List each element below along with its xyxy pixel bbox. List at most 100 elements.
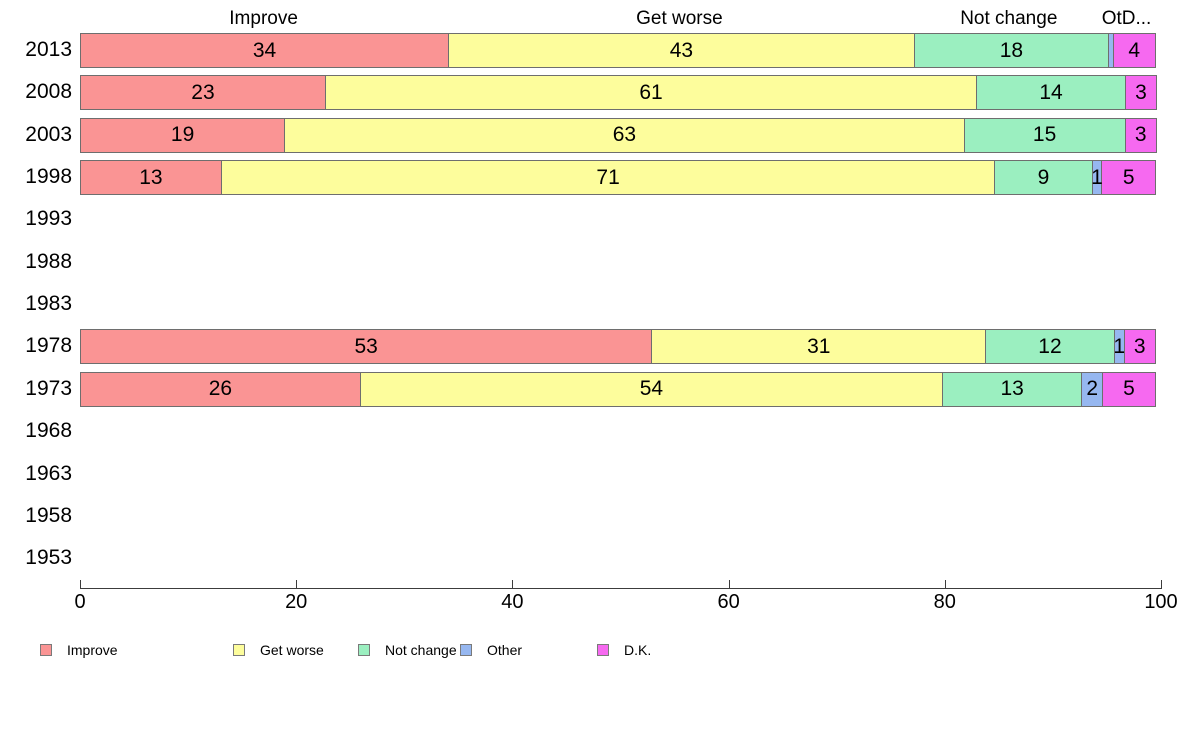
column-header-0: Improve xyxy=(229,8,298,29)
bar-value-label: 4 xyxy=(1128,38,1141,62)
legend-item-not-change: Not change xyxy=(358,641,457,659)
bar-segment-get-worse: 43 xyxy=(448,33,915,68)
bar-value-label: 12 xyxy=(1038,334,1062,358)
legend-label: Get worse xyxy=(260,642,324,658)
column-header-3: OtD... xyxy=(1101,8,1152,29)
legend-item-improve: Improve xyxy=(40,641,118,659)
legend-item-other: Other xyxy=(460,641,522,659)
bar-value-label: 53 xyxy=(354,334,378,358)
x-tick xyxy=(80,580,81,589)
bar-segment-improve: 53 xyxy=(80,329,653,365)
bar-segment-improve: 26 xyxy=(80,371,361,407)
legend-item-get-worse: Get worse xyxy=(233,641,324,659)
x-tick-label: 80 xyxy=(933,591,956,613)
bar-segment-improve: 19 xyxy=(80,117,286,153)
bar-segment-not-change: 14 xyxy=(976,75,1126,111)
bar-value-label: 1 xyxy=(1091,165,1103,189)
bar-value-label: 2 xyxy=(1086,377,1099,401)
chart-row-1988: 1988 xyxy=(0,245,1188,287)
x-tick-label: 100 xyxy=(1144,591,1178,613)
bar-value-label: 23 xyxy=(191,80,215,104)
x-tick-label: 40 xyxy=(501,591,524,613)
plot-area: 2013 34 43 18 4 2008 23 61 14 3 2003 19 63 15 3 1998 13 7… xyxy=(0,33,1188,583)
legend-swatch xyxy=(358,644,370,656)
bar-segment-get-worse: 61 xyxy=(324,75,978,111)
bar-value-label: 18 xyxy=(999,38,1024,62)
bar-segment-improve: 34 xyxy=(80,33,450,68)
x-tick xyxy=(944,580,946,589)
bar-segment-get-worse: 31 xyxy=(651,329,987,365)
bar-value-label: 5 xyxy=(1122,165,1135,189)
bar-segment-d-k-: 5 xyxy=(1101,371,1156,407)
column-header-2: Not change xyxy=(960,8,1058,29)
bar-value-label: 13 xyxy=(139,165,163,189)
chart-row-1993: 1993 xyxy=(0,202,1188,244)
bar-segment-not-change: 18 xyxy=(913,33,1110,68)
bar-segment-improve: 23 xyxy=(80,75,326,111)
stacked-bar-1978: 53 31 12 1 3 xyxy=(80,329,1160,365)
year-label: 1998 xyxy=(25,165,72,189)
bar-segment-other: 1 xyxy=(1113,329,1126,365)
bar-value-label: 9 xyxy=(1037,165,1050,189)
chart-row-1953: 1953 xyxy=(0,541,1188,583)
year-label: 2013 xyxy=(25,38,72,61)
chart-row-2008: 2008 23 61 14 3 xyxy=(0,75,1188,117)
legend: Improve Get worse Not change Other D.K. xyxy=(0,641,1188,663)
x-tick xyxy=(296,580,298,589)
x-tick xyxy=(512,580,514,589)
bar-value-label: 26 xyxy=(208,377,233,401)
legend-swatch xyxy=(460,644,472,656)
year-label: 1958 xyxy=(25,503,72,527)
bar-segment-improve: 13 xyxy=(80,160,222,196)
bar-segment-d-k-: 4 xyxy=(1112,33,1156,68)
bar-value-label: 61 xyxy=(639,80,663,104)
bar-value-label: 3 xyxy=(1134,123,1147,147)
chart-row-1998: 1998 13 71 9 1 5 xyxy=(0,160,1188,202)
bar-segment-d-k-: 3 xyxy=(1124,75,1157,111)
legend-swatch xyxy=(597,644,609,656)
bar-value-label: 3 xyxy=(1135,80,1147,104)
bar-segment-d-k-: 3 xyxy=(1123,329,1156,365)
year-label: 1953 xyxy=(25,546,72,570)
stacked-bar-2008: 23 61 14 3 xyxy=(80,75,1160,111)
year-label: 1983 xyxy=(25,292,72,316)
legend-swatch xyxy=(40,644,52,656)
bar-segment-get-worse: 54 xyxy=(359,371,943,407)
bar-segment-d-k-: 5 xyxy=(1101,160,1156,196)
year-label: 1978 xyxy=(25,334,72,358)
x-tick xyxy=(728,580,730,589)
year-label: 2008 xyxy=(25,80,72,104)
bar-segment-get-worse: 71 xyxy=(220,160,996,196)
legend-swatch xyxy=(233,644,245,656)
legend-item-d-k-: D.K. xyxy=(597,641,651,659)
bar-value-label: 14 xyxy=(1039,80,1063,104)
bar-value-label: 1 xyxy=(1113,334,1126,358)
bar-value-label: 5 xyxy=(1123,377,1135,401)
bar-value-label: 3 xyxy=(1133,334,1146,358)
bar-value-label: 15 xyxy=(1032,123,1057,147)
year-label: 1968 xyxy=(25,419,72,443)
bar-value-label: 34 xyxy=(252,38,277,62)
legend-label: Other xyxy=(487,642,523,658)
legend-label: Not change xyxy=(385,642,457,658)
x-axis-line xyxy=(80,588,1161,589)
bar-value-label: 71 xyxy=(596,165,620,189)
bar-value-label: 13 xyxy=(1000,377,1024,401)
bar-segment-not-change: 15 xyxy=(963,117,1126,153)
bar-value-label: 31 xyxy=(807,334,831,358)
bar-value-label: 19 xyxy=(170,123,195,147)
year-label: 1988 xyxy=(25,249,72,273)
x-tick-label: 20 xyxy=(285,591,308,613)
legend-label: Improve xyxy=(67,642,118,658)
legend-label: D.K. xyxy=(624,642,652,658)
chart-row-2003: 2003 19 63 15 3 xyxy=(0,117,1188,160)
x-axis: 0 20 40 60 80 100 xyxy=(74,580,1178,620)
bar-segment-not-change: 13 xyxy=(941,371,1083,407)
bar-value-label: 63 xyxy=(612,123,637,147)
bar-segment-other: 1 xyxy=(1091,160,1103,196)
x-tick xyxy=(1161,580,1162,589)
bar-segment-not-change: 9 xyxy=(994,160,1093,196)
bar-segment-get-worse: 63 xyxy=(284,117,965,153)
stacked-bar-1973: 26 54 13 2 5 xyxy=(80,371,1160,407)
